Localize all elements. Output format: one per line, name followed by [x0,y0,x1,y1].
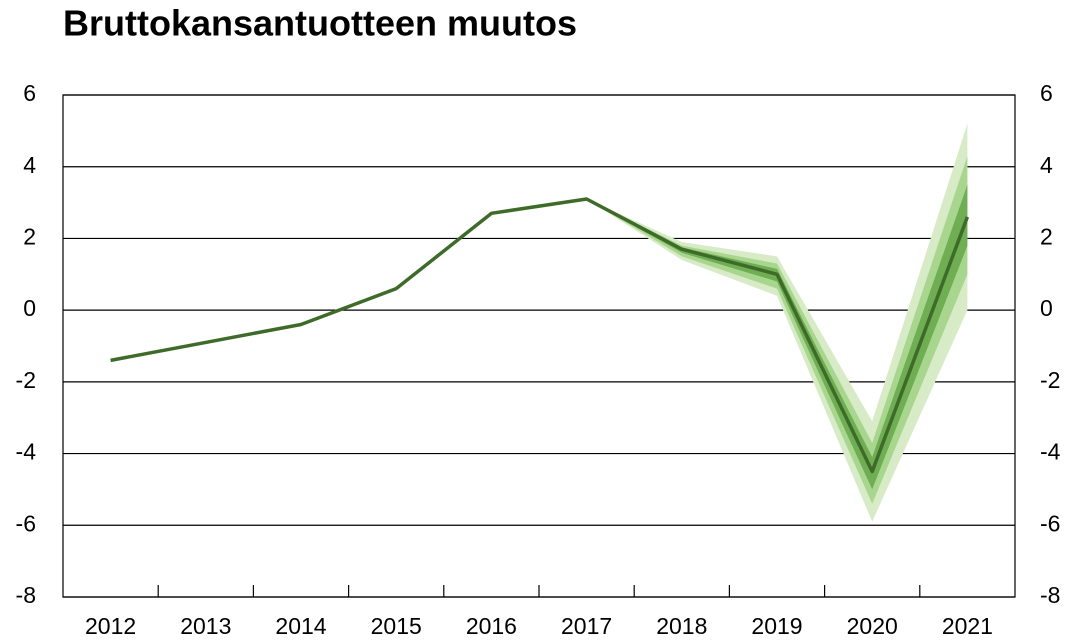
x-tick-label: 2018 [656,613,707,639]
x-tick-label: 2013 [180,613,231,639]
y2-tick-label: 6 [1040,80,1053,106]
y2-tick-label: -4 [1040,439,1061,465]
y-tick-label: -4 [16,439,37,465]
x-tick-label: 2017 [561,613,612,639]
fan-band [586,123,968,522]
y2-tick-label: -6 [1040,510,1060,536]
y-tick-label: 4 [23,152,36,178]
y2-tick-label: -8 [1040,582,1060,608]
y-tick-label: 6 [23,80,36,106]
chart-title: Bruttokansantuotteen muutos [63,3,577,44]
x-tick-label: 2020 [847,613,898,639]
y-tick-label: -2 [16,367,36,393]
x-tick-label: 2012 [85,613,136,639]
x-tick-label: 2019 [751,613,802,639]
y-tick-label: -6 [16,510,36,536]
x-tick-label: 2021 [942,613,993,639]
x-tick-label: 2015 [371,613,422,639]
x-tick-label: 2014 [275,613,326,639]
y2-tick-label: 2 [1040,224,1053,250]
line [110,197,970,474]
y2-tick-label: -2 [1040,367,1060,393]
y2-tick-label: 0 [1040,295,1053,321]
y-tick-label: -8 [16,582,36,608]
y-tick-label: 2 [23,224,36,250]
fan-band [586,155,968,504]
x-tick-label: 2016 [466,613,517,639]
y2-tick-label: 4 [1040,152,1053,178]
y-tick-label: 0 [23,295,36,321]
